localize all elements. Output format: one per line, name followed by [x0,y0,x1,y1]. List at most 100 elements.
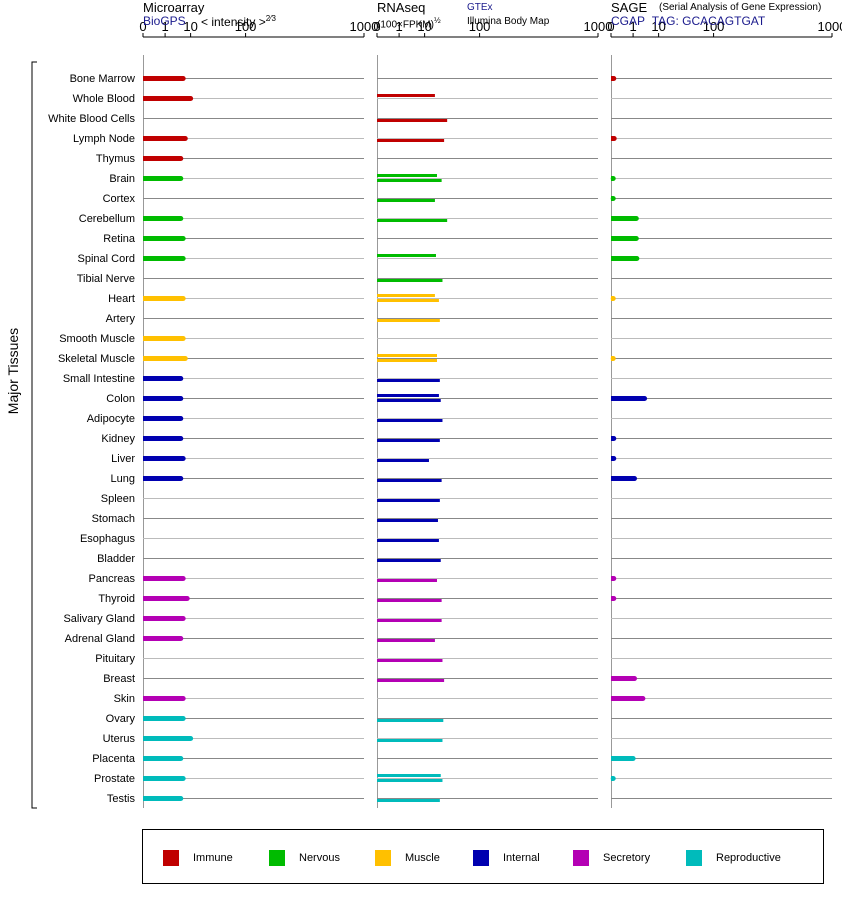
bar-illumina-body-map [377,539,439,542]
bar-sage [611,396,645,401]
bar-end-cap [178,156,184,161]
bar-end-cap [182,136,188,141]
tissue-label: Small Intestine [63,373,135,385]
bar-illumina-body-map [377,419,443,422]
bar-gtex [377,174,437,177]
bar-end-cap [182,356,188,361]
legend-label: Nervous [299,852,340,864]
bar-microarray [143,696,184,701]
tissue-label: Cortex [103,193,136,205]
tissue-label: Lymph Node [73,133,135,145]
tissue-label: Colon [106,393,135,405]
tissue-label: Thyroid [98,593,135,605]
tissue-label: Testis [107,793,136,805]
y-axis-label: Major Tissues [5,327,21,415]
bar-end-cap [642,396,648,401]
x-tick-label: 100 [235,19,257,34]
bar-microarray [143,256,184,261]
bar-end-cap [180,296,186,301]
tissue-label: Ovary [106,713,136,725]
bar-end-cap [180,236,186,241]
legend-item-nervous: Nervous [269,849,340,867]
bar-end-cap [180,776,186,781]
tissue-label: Placenta [92,753,136,765]
bar-end-cap [180,576,186,581]
legend-label: Muscle [405,852,440,864]
bar-end-cap [188,736,194,741]
microarray-title: Microarray [143,0,205,15]
x-tick-label: 0 [373,19,380,34]
bar-illumina-body-map [377,199,435,202]
bar-end-cap [180,716,186,721]
bar-illumina-body-map [377,399,441,402]
bar-illumina-body-map [377,799,440,802]
bar-end-cap [631,676,637,681]
bar-illumina-body-map [377,479,442,482]
bar-sage [611,696,643,701]
bar-end-cap [178,216,184,221]
bar-end-cap [610,776,616,781]
rnaseq-unit-text: (100×FPKM) [377,19,434,31]
bar-illumina-body-map [377,739,443,742]
tissue-label: Whole Blood [73,93,135,105]
bar-illumina-body-map [377,179,442,182]
bar-illumina-body-map [377,579,437,582]
bar-illumina-body-map [377,779,443,782]
bar-end-cap [178,476,184,481]
bar-illumina-body-map [377,519,438,522]
tissue-label: Heart [108,293,135,305]
bar-end-cap [611,76,617,81]
bar-illumina-body-map [377,299,439,302]
tissue-label: Spinal Cord [78,253,135,265]
bar-microarray [143,716,184,721]
x-tick-label: 0 [607,19,614,34]
microarray-metric-text: < intensity > [201,15,266,29]
bar-gtex [377,394,439,397]
legend-label: Secretory [603,852,651,864]
bar-illumina-body-map [377,139,445,142]
bar-microarray [143,416,181,421]
bar-microarray [143,96,191,101]
bar-microarray [143,796,181,801]
bar-end-cap [180,456,186,461]
legend-swatch [573,850,589,866]
legend-swatch [269,850,285,866]
sage-source-text: CGAP [611,14,646,28]
bar-illumina-body-map [377,639,435,642]
tissue-label: Skeletal Muscle [58,353,135,365]
tissue-label: Stomach [92,513,135,525]
x-tick-label: 100 [703,19,725,34]
bar-microarray [143,436,181,441]
bar-microarray [143,596,188,601]
bar-microarray [143,136,186,141]
legend-item-internal: Internal [473,849,540,867]
microarray-metric: < intensity >2⁄3 [201,14,276,29]
bar-end-cap [178,436,184,441]
bar-illumina-body-map [377,219,448,222]
bar-microarray [143,76,184,81]
bar-microarray [143,476,181,481]
bar-end-cap [188,96,194,101]
bar-gtex [377,94,435,97]
bar-illumina-body-map [377,659,443,662]
bar-microarray [143,336,184,341]
tissue-label: Artery [106,313,136,325]
sage-tag: TAG: GCACAGTGAT [651,14,766,28]
bar-sage [611,256,637,261]
bar-sage [611,476,635,481]
bar-end-cap [610,356,616,361]
bar-end-cap [610,196,616,201]
bar-microarray [143,216,181,221]
sage-title: SAGE [611,0,648,15]
tissue-label: Kidney [101,433,135,445]
legend: Immune Nervous Muscle Internal Secretory… [142,829,824,884]
rnaseq-unit: (100×FPKM)½ [377,16,441,30]
legend-item-secretory: Secretory [573,849,650,867]
tissue-label: Adipocyte [87,413,135,425]
bar-illumina-body-map [377,679,445,682]
bar-end-cap [634,256,640,261]
bar-end-cap [178,416,184,421]
legend-item-immune: Immune [163,849,233,867]
bar-end-cap [180,256,186,261]
tissue-label: Skin [114,693,135,705]
